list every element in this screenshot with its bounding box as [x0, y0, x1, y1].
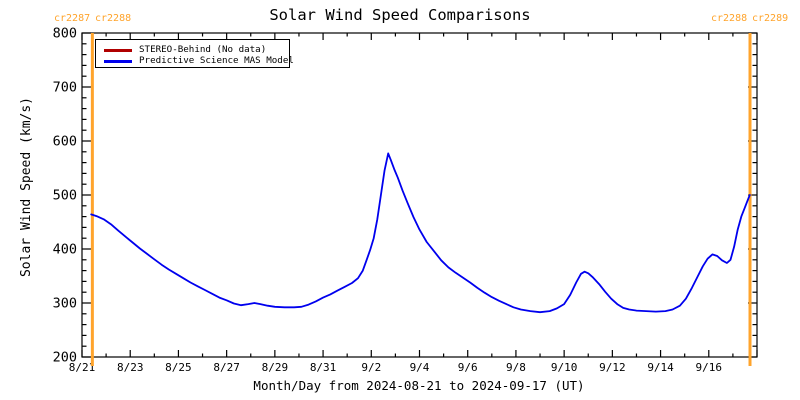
legend-line-stereo-behind: [104, 49, 132, 52]
model-speed-curve: [90, 152, 751, 314]
y-tick-label: 200: [53, 350, 77, 366]
x-tick-label: 8/21: [69, 361, 96, 374]
y-tick-label: 600: [53, 134, 77, 150]
x-tick-label: 8/25: [165, 361, 192, 374]
x-tick-label: 9/2: [361, 361, 381, 374]
x-tick-label: 9/8: [506, 361, 526, 374]
carrington-label-cr2287-left: cr2287: [54, 13, 91, 24]
x-axis-title: Month/Day from 2024-08-21 to 2024-09-17 …: [253, 378, 585, 393]
plot-box: [81, 32, 758, 358]
x-tick-label: 8/27: [213, 361, 240, 374]
x-tick-label: 8/23: [117, 361, 144, 374]
legend-line-mas-model: [104, 60, 132, 63]
carrington-label-cr2288-right: cr2288: [711, 13, 748, 24]
y-tick-label: 500: [53, 188, 77, 204]
y-tick-label: 800: [53, 26, 77, 42]
legend-label-stereo-behind: STEREO-Behind (No data): [139, 44, 267, 55]
x-tick-label: 8/31: [310, 361, 337, 374]
x-tick-label: 9/4: [410, 361, 430, 374]
legend-box: STEREO-Behind (No data) Predictive Scien…: [95, 39, 294, 68]
x-tick-label: 9/16: [696, 361, 723, 374]
y-tick-label: 700: [53, 80, 77, 96]
chart-title: Solar Wind Speed Comparisons: [269, 6, 531, 24]
x-tick-label: 9/12: [599, 361, 626, 374]
carrington-label-cr2289-right: cr2289: [752, 13, 789, 24]
y-tick-label: 300: [53, 296, 77, 312]
carrington-label-cr2288-left: cr2288: [95, 13, 132, 24]
y-tick-label: 400: [53, 242, 77, 258]
legend-label-mas-model: Predictive Science MAS Model: [139, 55, 294, 66]
x-tick-label: 9/6: [458, 361, 478, 374]
x-tick-label: 8/29: [262, 361, 289, 374]
x-tick-label: 9/10: [551, 361, 578, 374]
x-tick-label: 9/14: [647, 361, 674, 374]
